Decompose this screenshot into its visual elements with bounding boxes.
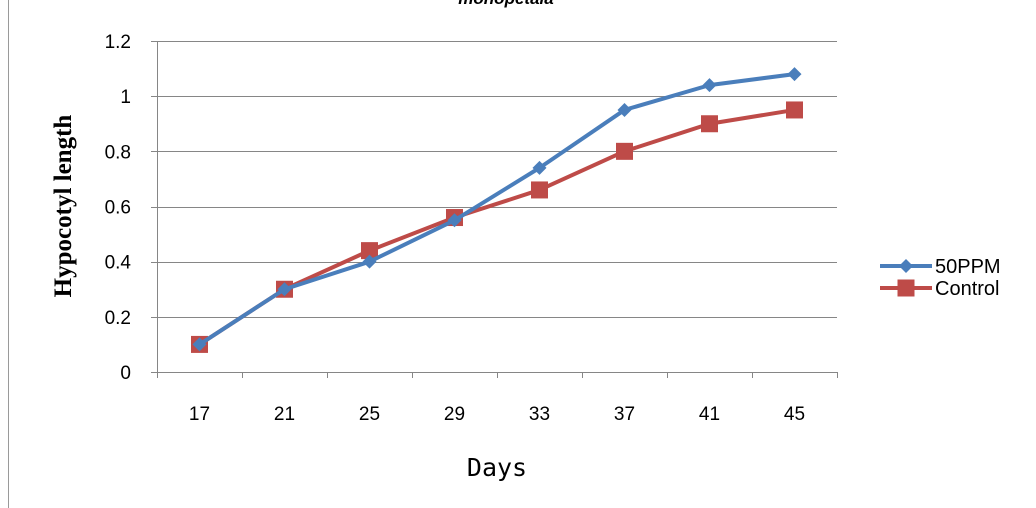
x-axis-label: Days (467, 453, 527, 482)
y-tick-label: 1.2 (105, 32, 131, 53)
series-50ppm (192, 67, 802, 352)
data-point (616, 142, 633, 160)
grid (157, 41, 837, 318)
y-tick-label: 0.8 (105, 142, 131, 163)
data-point (786, 101, 803, 119)
y-tick-label: 0 (120, 363, 131, 384)
data-point (361, 242, 378, 260)
x-tick-label: 41 (699, 404, 720, 425)
x-tick-labels: 17 21 25 29 33 37 41 45 (189, 404, 805, 425)
y-tick-label: 0.4 (105, 253, 132, 274)
legend-marker (897, 279, 915, 297)
data-point (701, 115, 718, 133)
data-point (277, 282, 292, 297)
x-tick-label: 17 (189, 404, 210, 425)
legend-label: 50PPM (935, 256, 1001, 278)
x-tick-label: 45 (784, 404, 805, 425)
data-point (362, 254, 377, 269)
x-tick-label: 37 (614, 404, 635, 425)
data-point (787, 67, 802, 82)
x-tick-label: 29 (444, 404, 465, 425)
legend-item: 50PPM (880, 256, 1001, 278)
axes (151, 41, 838, 378)
series-line (197, 72, 797, 347)
data-point (532, 160, 547, 175)
y-tick-labels: 0 0.2 0.4 0.6 0.8 1 1.2 (105, 32, 132, 384)
legend-item: Control (880, 278, 999, 300)
series (191, 67, 803, 353)
data-point (192, 337, 207, 352)
x-tick-label: 21 (274, 404, 295, 425)
chart-title: monopetala (458, 0, 553, 8)
y-tick-label: 0.2 (105, 308, 131, 329)
y-tick-label: 1 (120, 87, 131, 108)
legend-marker (899, 259, 913, 273)
x-tick-label: 25 (359, 404, 380, 425)
y-axis-label: Hypocotyl length (50, 115, 77, 298)
x-tick-label: 33 (529, 404, 550, 425)
y-tick-label: 0.6 (105, 198, 131, 219)
data-point (702, 78, 717, 93)
legend-label: Control (935, 278, 999, 300)
data-point (531, 181, 548, 199)
data-point (447, 213, 462, 228)
data-point (617, 102, 632, 117)
